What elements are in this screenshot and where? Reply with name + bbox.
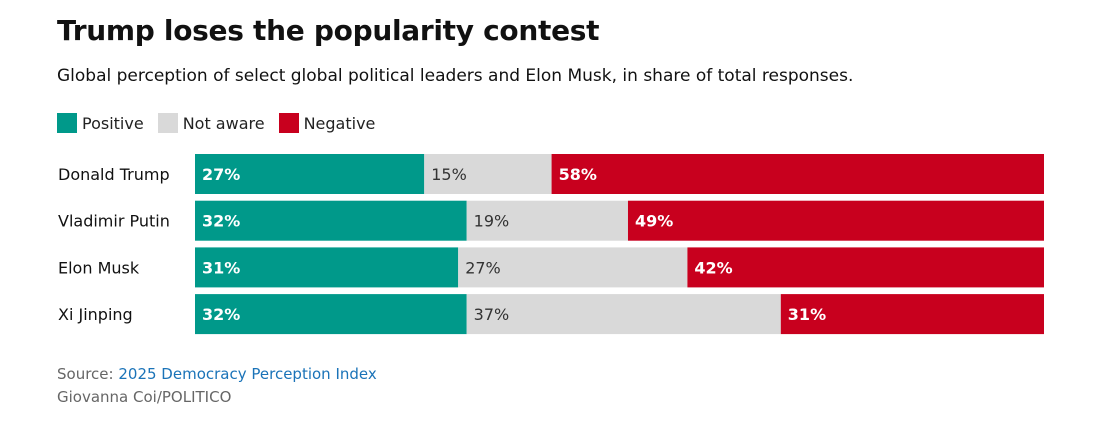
data-label-xi-jinping-not-aware: 37% — [474, 305, 510, 324]
legend-label-not-aware: Not aware — [182, 113, 265, 133]
source-link[interactable]: 2025 Democracy Perception Index — [118, 365, 377, 383]
legend-item-positive: Positive — [57, 113, 144, 133]
bar-vladimir-putin-negative — [627, 200, 1044, 241]
data-label-vladimir-putin-negative: 49% — [635, 212, 673, 231]
bar-elon-musk-not-aware — [458, 247, 688, 288]
legend-swatch-negative — [278, 113, 299, 133]
category-label-vladimir-putin: Vladimir Putin — [58, 212, 170, 231]
data-label-vladimir-putin-positive: 32% — [202, 212, 240, 231]
bar-chart: Donald Trump 27% 15% 58% Vladimir Putin 32% 19… — [58, 154, 1044, 335]
bar-xi-jinping-not-aware — [466, 294, 781, 335]
legend-item-negative: Negative — [278, 113, 376, 133]
bar-elon-musk-positive — [195, 247, 459, 288]
data-label-donald-trump-not-aware: 15% — [431, 165, 467, 184]
category-label-elon-musk: Elon Musk — [58, 258, 140, 277]
legend-label-positive: Positive — [82, 113, 144, 133]
data-label-donald-trump-positive: 27% — [202, 165, 240, 184]
chart-subtitle: Global perception of select global polit… — [57, 66, 854, 86]
legend: Positive Not aware Negative — [57, 112, 389, 134]
bar-donald-trump-negative — [551, 154, 1044, 194]
bar-vladimir-putin-positive — [195, 200, 467, 241]
category-label-xi-jinping: Xi Jinping — [58, 305, 133, 324]
data-label-elon-musk-positive: 31% — [202, 258, 240, 277]
legend-swatch-not-aware — [157, 113, 178, 133]
data-label-xi-jinping-negative: 31% — [788, 305, 826, 324]
bar-xi-jinping-positive — [195, 294, 467, 335]
bar-xi-jinping-negative — [780, 294, 1044, 335]
source-line: Source: 2025 Democracy Perception Index — [57, 365, 377, 383]
legend-swatch-positive — [57, 113, 77, 133]
bar-elon-musk-negative — [687, 247, 1044, 288]
source-prefix: Source: — [57, 365, 114, 383]
category-label-donald-trump: Donald Trump — [58, 165, 170, 184]
legend-item-not-aware: Not aware — [157, 113, 265, 133]
bar-donald-trump-not-aware — [424, 154, 552, 194]
data-label-elon-musk-negative: 42% — [694, 258, 732, 277]
bar-donald-trump-positive — [195, 154, 425, 194]
bar-vladimir-putin-not-aware — [466, 200, 628, 241]
legend-label-negative: Negative — [303, 113, 376, 133]
credit-line: Giovanna Coi/POLITICO — [57, 388, 232, 406]
data-label-vladimir-putin-not-aware: 19% — [474, 212, 510, 231]
chart-title: Trump loses the popularity contest — [57, 14, 600, 47]
data-label-elon-musk-not-aware: 27% — [465, 258, 501, 277]
data-label-xi-jinping-positive: 32% — [202, 305, 240, 324]
data-label-donald-trump-negative: 58% — [559, 165, 597, 184]
